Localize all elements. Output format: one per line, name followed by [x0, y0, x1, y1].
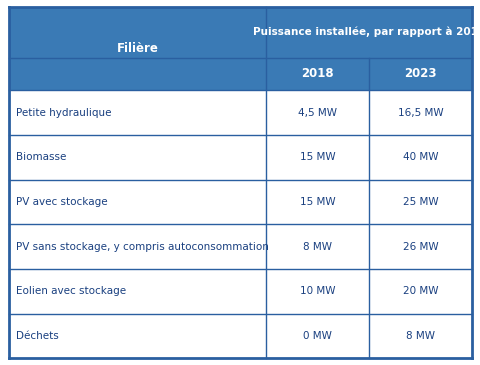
Text: 2023: 2023	[404, 68, 436, 80]
Text: 20 MW: 20 MW	[402, 287, 437, 296]
Text: 2018: 2018	[300, 68, 333, 80]
Text: 25 MW: 25 MW	[402, 197, 438, 207]
Text: 4,5 MW: 4,5 MW	[297, 108, 336, 118]
Text: Puissance installée, par rapport à 2015: Puissance installée, par rapport à 2015	[252, 27, 480, 37]
Text: Filière: Filière	[116, 42, 158, 55]
Bar	[265, 7, 471, 58]
Bar	[368, 58, 471, 90]
Text: Petite hydraulique: Petite hydraulique	[15, 108, 111, 118]
Text: 26 MW: 26 MW	[402, 242, 438, 252]
Text: 0 MW: 0 MW	[302, 331, 331, 341]
Bar	[9, 269, 471, 314]
Text: PV sans stockage, y compris autoconsommation: PV sans stockage, y compris autoconsomma…	[15, 242, 268, 252]
Bar	[9, 224, 471, 269]
Text: Eolien avec stockage: Eolien avec stockage	[15, 287, 125, 296]
Text: PV avec stockage: PV avec stockage	[15, 197, 107, 207]
Text: 16,5 MW: 16,5 MW	[397, 108, 443, 118]
Bar	[9, 135, 471, 180]
Bar	[9, 90, 471, 135]
Bar	[9, 7, 265, 90]
Text: 15 MW: 15 MW	[299, 152, 335, 162]
Bar	[265, 58, 368, 90]
Bar	[9, 314, 471, 358]
Text: 8 MW: 8 MW	[302, 242, 331, 252]
Text: 8 MW: 8 MW	[405, 331, 434, 341]
Text: 15 MW: 15 MW	[299, 197, 335, 207]
Text: 40 MW: 40 MW	[402, 152, 437, 162]
Text: Déchets: Déchets	[15, 331, 58, 341]
Bar	[9, 180, 471, 224]
Text: Biomasse: Biomasse	[15, 152, 66, 162]
Text: 10 MW: 10 MW	[299, 287, 335, 296]
